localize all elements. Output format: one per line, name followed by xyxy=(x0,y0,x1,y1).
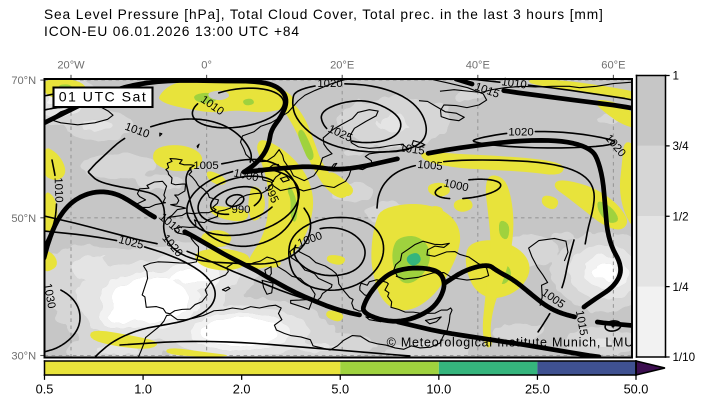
svg-text:1015: 1015 xyxy=(399,142,426,157)
svg-text:1025: 1025 xyxy=(117,234,144,252)
svg-text:3/4: 3/4 xyxy=(672,140,689,153)
svg-text:01 UTC Sat: 01 UTC Sat xyxy=(59,89,148,105)
svg-text:50°N: 50°N xyxy=(11,213,36,225)
svg-text:25.0: 25.0 xyxy=(525,381,550,396)
svg-text:© Meteorological Institute Mun: © Meteorological Institute Munich, LMU xyxy=(387,336,634,350)
svg-text:Sea Level Pressure [hPa], Tota: Sea Level Pressure [hPa], Total Cloud Co… xyxy=(44,7,604,22)
svg-text:990: 990 xyxy=(232,204,251,216)
svg-text:40°E: 40°E xyxy=(466,59,490,71)
svg-text:10.0: 10.0 xyxy=(426,381,451,396)
svg-text:1/2: 1/2 xyxy=(672,210,688,223)
svg-text:1010: 1010 xyxy=(52,177,65,203)
svg-text:ICON-EU 06.01.2026 13:00 UTC +: ICON-EU 06.01.2026 13:00 UTC +84 xyxy=(44,24,300,39)
svg-text:1010: 1010 xyxy=(501,76,528,91)
svg-text:20°W: 20°W xyxy=(57,59,85,71)
svg-text:1005: 1005 xyxy=(417,159,443,173)
svg-text:1.0: 1.0 xyxy=(134,381,152,396)
svg-text:1: 1 xyxy=(672,70,678,83)
svg-text:1020: 1020 xyxy=(317,78,342,90)
svg-text:70°N: 70°N xyxy=(11,75,36,87)
svg-text:5.0: 5.0 xyxy=(331,381,349,396)
svg-text:1015: 1015 xyxy=(573,309,589,336)
svg-text:1000: 1000 xyxy=(442,177,469,194)
svg-text:20°E: 20°E xyxy=(330,59,354,71)
svg-text:0°: 0° xyxy=(201,59,212,71)
svg-text:30°N: 30°N xyxy=(11,351,36,363)
svg-text:1/10: 1/10 xyxy=(672,351,695,364)
svg-text:60°E: 60°E xyxy=(601,59,625,71)
svg-text:2.0: 2.0 xyxy=(233,381,251,396)
svg-text:0.5: 0.5 xyxy=(36,381,54,396)
svg-text:1/4: 1/4 xyxy=(672,281,689,294)
svg-text:50.0: 50.0 xyxy=(624,381,649,396)
svg-text:1020: 1020 xyxy=(508,126,533,138)
svg-text:1000: 1000 xyxy=(232,167,259,184)
svg-text:1005: 1005 xyxy=(193,160,218,172)
